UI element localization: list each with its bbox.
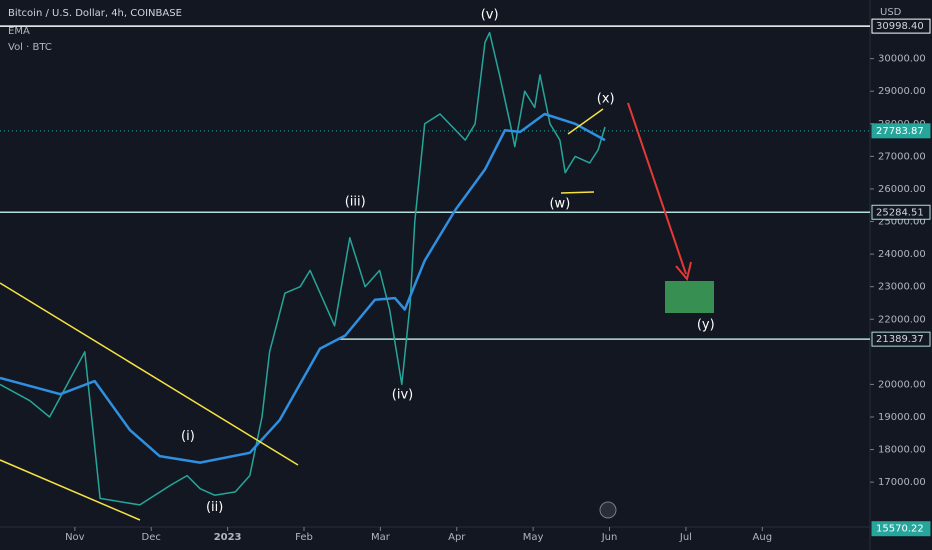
y-tick-label: 20000.00 bbox=[878, 379, 926, 390]
indicator: Vol · BTC bbox=[8, 42, 52, 53]
trend-line bbox=[567, 108, 604, 135]
y-tick-label: 25000.00 bbox=[878, 217, 926, 228]
series-line bbox=[0, 112, 606, 464]
y-tick-label: 30000.00 bbox=[878, 54, 926, 65]
wave-label: (i) bbox=[181, 429, 195, 444]
y-tick-label: 27000.00 bbox=[878, 151, 926, 162]
icon bbox=[599, 501, 617, 519]
arrow-head bbox=[675, 261, 692, 282]
price-label-box bbox=[871, 123, 931, 139]
indicator: EMA bbox=[8, 26, 30, 37]
x-tick-label: Dec bbox=[142, 532, 161, 543]
price-label-box bbox=[871, 18, 931, 34]
plot-area bbox=[0, 25, 870, 506]
x-tick-label: 2023 bbox=[214, 532, 242, 543]
x-tick-label: Aug bbox=[753, 532, 773, 543]
trend-line bbox=[560, 191, 595, 194]
price-label-box bbox=[871, 521, 931, 537]
trend-line bbox=[0, 459, 141, 521]
wave-label: (x) bbox=[597, 92, 615, 107]
series-line bbox=[0, 31, 606, 506]
price-label: 27783.87 bbox=[876, 126, 924, 137]
x-tick-label: Apr bbox=[448, 532, 466, 543]
wave-label: (ii) bbox=[206, 500, 223, 515]
y-tick-label: 22000.00 bbox=[878, 314, 926, 325]
price-label-box bbox=[871, 204, 931, 220]
x-tick-label: Jun bbox=[601, 532, 618, 543]
wave-label: (iv) bbox=[392, 388, 413, 403]
chart-title: Bitcoin / U.S. Dollar, 4h, COINBASE bbox=[8, 8, 182, 19]
price-label: 15570.22 bbox=[876, 524, 924, 535]
axis-label: USD bbox=[880, 7, 902, 18]
y-tick-label: 19000.00 bbox=[878, 412, 926, 423]
x-tick-label: Feb bbox=[295, 532, 313, 543]
wave-label: (w) bbox=[549, 196, 570, 211]
y-tick-label: 24000.00 bbox=[878, 249, 926, 260]
y-tick-label: 29000.00 bbox=[878, 86, 926, 97]
x-tick-label: Nov bbox=[65, 532, 85, 543]
price-label-box bbox=[871, 331, 931, 347]
price-label: 30998.40 bbox=[876, 21, 924, 32]
x-tick-label: May bbox=[523, 532, 544, 543]
wave-label: (y) bbox=[697, 318, 715, 333]
target-box bbox=[665, 281, 714, 313]
arrow bbox=[627, 102, 687, 275]
y-tick-label: 17000.00 bbox=[878, 477, 926, 488]
trend-line bbox=[0, 282, 299, 466]
wave-label: (v) bbox=[481, 7, 499, 22]
x-tick-label: Jul bbox=[679, 532, 692, 543]
y-tick-label: 18000.00 bbox=[878, 445, 926, 456]
y-tick-label: 23000.00 bbox=[878, 282, 926, 293]
price-label: 25284.51 bbox=[876, 207, 924, 218]
price-label: 21389.37 bbox=[876, 334, 924, 345]
y-tick-label: 26000.00 bbox=[878, 184, 926, 195]
wave-label: (iii) bbox=[345, 194, 366, 209]
x-tick-label: Mar bbox=[371, 532, 391, 543]
